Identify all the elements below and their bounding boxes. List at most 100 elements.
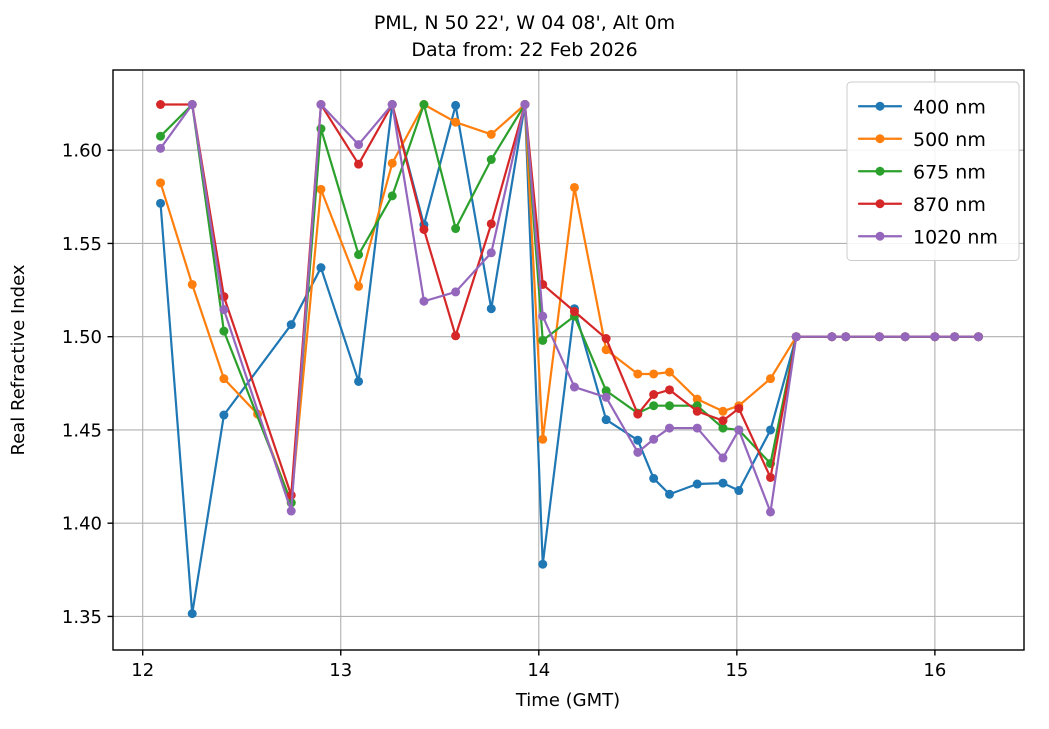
data-point-marker — [601, 345, 611, 355]
data-point-marker — [633, 447, 643, 457]
data-point-marker — [766, 507, 775, 517]
legend-box — [846, 81, 1020, 261]
data-point-marker — [286, 320, 296, 330]
y-tick-label: 1.60 — [62, 141, 102, 162]
data-point-marker — [538, 311, 548, 321]
data-point-marker — [649, 401, 659, 411]
data-point-marker — [520, 100, 530, 109]
data-point-marker — [973, 332, 983, 342]
legend-item-500-nm[interactable]: 500 nm — [857, 129, 986, 151]
data-point-marker — [486, 304, 496, 314]
data-point-marker — [219, 326, 229, 336]
data-point-marker — [692, 406, 702, 416]
chart-title: PML, N 50 22', W 04 08', Alt 0m Data from… — [0, 10, 1049, 64]
data-point-marker — [486, 155, 496, 165]
chart-title-line-1: PML, N 50 22', W 04 08', Alt 0m — [373, 12, 676, 34]
data-series — [156, 100, 983, 517]
data-point-marker — [692, 423, 702, 433]
data-point-marker — [219, 374, 229, 384]
data-point-marker — [569, 382, 579, 392]
data-point-marker — [791, 332, 801, 342]
data-point-marker — [930, 332, 940, 342]
data-point-marker — [419, 296, 429, 306]
x-tick-label: 13 — [329, 660, 352, 681]
data-point-marker — [665, 367, 674, 377]
legend-label: 1020 nm — [913, 226, 998, 248]
data-point-marker — [354, 281, 364, 291]
y-tick-label: 1.45 — [62, 420, 102, 441]
data-point-marker — [734, 425, 744, 435]
data-point-marker — [187, 609, 197, 619]
legend-label: 400 nm — [913, 96, 986, 118]
data-point-marker — [766, 472, 775, 482]
data-point-marker — [354, 376, 364, 386]
data-point-marker — [387, 100, 397, 109]
y-tick-label: 1.35 — [62, 607, 102, 628]
legend-item-870-nm[interactable]: 870 nm — [857, 194, 986, 216]
legend-marker-icon — [875, 166, 885, 176]
data-point-marker — [419, 100, 429, 109]
axis-ticks: 12 13 14 15 16 1.35 1.40 1.45 1.50 1.55 1.60 — [62, 141, 946, 681]
data-point-marker — [451, 117, 461, 127]
data-point-marker — [486, 248, 496, 258]
data-point-marker — [766, 425, 775, 435]
data-point-marker — [538, 434, 548, 444]
legend-marker-icon — [875, 134, 885, 144]
x-tick-label: 12 — [131, 660, 154, 681]
data-point-marker — [538, 335, 548, 345]
plot-border — [112, 69, 1025, 651]
y-axis-label: Real Refractive Index — [8, 264, 29, 455]
data-point-marker — [486, 129, 496, 139]
data-point-marker — [451, 287, 461, 297]
data-point-marker — [538, 559, 548, 569]
data-point-marker — [692, 479, 702, 489]
data-point-marker — [766, 374, 775, 384]
data-point-marker — [419, 224, 429, 234]
data-point-marker — [156, 100, 166, 109]
legend-label: 500 nm — [913, 129, 986, 151]
data-point-marker — [486, 219, 496, 229]
data-point-marker — [451, 100, 461, 110]
data-point-marker — [734, 486, 744, 496]
data-point-marker — [601, 415, 611, 425]
legend-marker-icon — [875, 101, 885, 111]
data-point-marker — [601, 386, 611, 396]
x-tick-label: 14 — [527, 660, 550, 681]
data-point-marker — [316, 263, 326, 273]
data-point-marker — [187, 279, 197, 289]
data-point-marker — [187, 100, 197, 109]
data-point-marker — [665, 385, 674, 395]
data-point-marker — [900, 332, 910, 342]
data-point-marker — [874, 332, 884, 342]
data-point-marker — [692, 394, 702, 404]
data-point-marker — [649, 434, 659, 444]
data-point-marker — [601, 334, 611, 344]
data-point-marker — [649, 390, 659, 399]
legend-item-675-nm[interactable]: 675 nm — [857, 161, 986, 183]
data-point-marker — [633, 435, 643, 445]
data-point-marker — [841, 332, 851, 342]
chart-legend[interactable]: 400 nm 500 nm 675 nm 870 nm 1020 nm — [846, 81, 1020, 261]
legend-item-400-nm[interactable]: 400 nm — [857, 96, 986, 118]
data-point-marker — [665, 401, 674, 411]
data-point-marker — [950, 332, 960, 342]
data-point-marker — [219, 305, 229, 315]
legend-item-1020-nm[interactable]: 1020 nm — [857, 226, 998, 248]
y-tick-label: 1.50 — [62, 327, 102, 348]
data-point-marker — [633, 409, 643, 419]
legend-label: 870 nm — [913, 194, 986, 216]
y-tick-label: 1.40 — [62, 514, 102, 535]
chart-title-line-2: Data from: 22 Feb 2026 — [411, 39, 638, 61]
data-point-marker — [354, 140, 364, 150]
data-point-marker — [286, 506, 296, 516]
data-point-marker — [649, 369, 659, 379]
data-series-group — [156, 100, 983, 619]
data-point-marker — [601, 392, 611, 402]
legend-marker-icon — [875, 231, 885, 241]
data-point-marker — [734, 403, 744, 413]
data-point-marker — [156, 143, 166, 153]
data-point-marker — [569, 182, 579, 192]
data-point-marker — [156, 178, 166, 188]
